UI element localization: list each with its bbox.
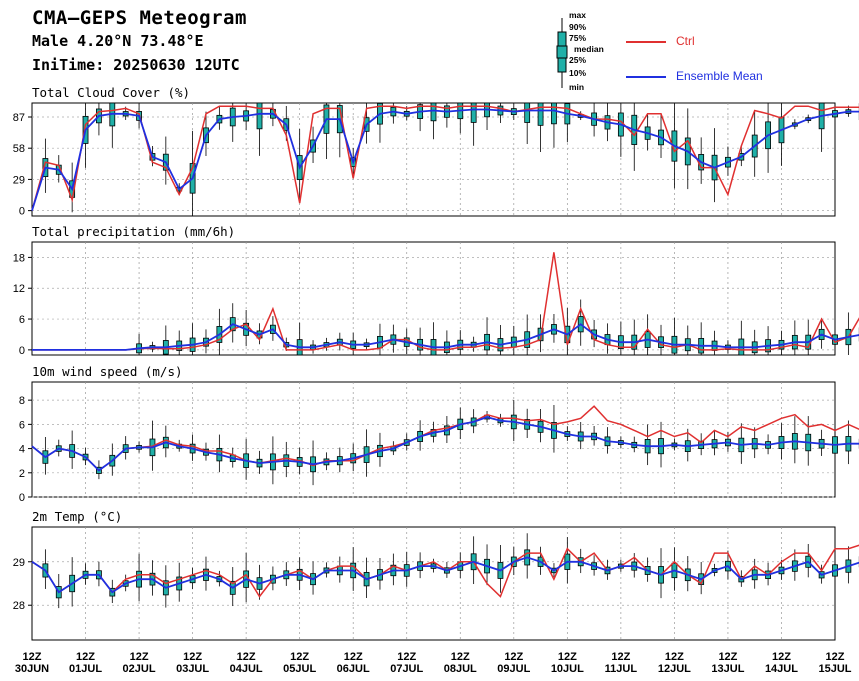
x-tick-label-hour: 12Z: [611, 651, 630, 663]
legend-box-label: 90%: [569, 22, 586, 32]
ensemble-box: [470, 102, 477, 123]
y-tick-label: 0: [19, 206, 25, 218]
y-tick-label: 87: [13, 112, 25, 124]
legend-box-label: 75%: [569, 33, 586, 43]
legend-box-label: min: [569, 82, 584, 92]
legend-box-label: max: [569, 10, 586, 20]
legend-mean-line: [626, 76, 666, 78]
x-tick-label-hour: 12Z: [183, 651, 202, 663]
legend-ctrl-line: [626, 41, 666, 43]
ctrl-series-line: [31, 105, 859, 211]
y-tick-label: 0: [19, 492, 25, 504]
x-tick-label-hour: 12Z: [344, 651, 363, 663]
y-tick-label: 12: [13, 283, 25, 295]
init-time-label: IniTime: 20250630 12UTC: [32, 56, 240, 74]
panel-title: Total Cloud Cover (%): [32, 85, 190, 100]
x-tick-label-date: 05JUL: [283, 663, 316, 675]
ensemble-box: [524, 102, 531, 123]
x-tick-label-hour: 12Z: [237, 651, 256, 663]
mean-series-line: [31, 108, 859, 211]
ensemble-box: [537, 102, 544, 126]
y-tick-label: 29: [13, 557, 25, 569]
x-tick-label-date: 06JUL: [337, 663, 370, 675]
ensemble-box: [430, 102, 437, 122]
x-tick-label-hour: 12Z: [397, 651, 416, 663]
legend-mean-label: Ensemble Mean: [676, 69, 763, 83]
x-tick-label-date: 12JUL: [658, 663, 691, 675]
x-tick-label-date: 02JUL: [123, 663, 156, 675]
x-tick-label-hour: 12Z: [826, 651, 845, 663]
mean-series-line: [31, 556, 859, 594]
legend-box-label: 25%: [569, 55, 586, 65]
ctrl-series-line: [31, 405, 859, 472]
y-tick-label: 29: [13, 174, 25, 186]
x-tick-label-hour: 12Z: [23, 651, 42, 663]
legend-box-median: [556, 45, 568, 59]
x-tick-label-hour: 12Z: [504, 651, 523, 663]
ensemble-box: [551, 102, 557, 125]
x-tick-label-hour: 12Z: [130, 651, 149, 663]
y-tick-label: 2: [19, 468, 25, 480]
x-tick-label-hour: 12Z: [558, 651, 577, 663]
y-tick-label: 28: [13, 600, 25, 612]
y-tick-label: 8: [19, 395, 25, 407]
location-label: Male 4.20°N 73.48°E: [32, 32, 204, 50]
legend-box-label: median: [574, 44, 604, 54]
y-tick-label: 0: [19, 345, 25, 357]
x-tick-label-date: 01JUL: [69, 663, 102, 675]
panel-title: 10m wind speed (m/s): [32, 364, 183, 379]
mean-series-line: [31, 416, 859, 472]
legend-box-lower: [557, 57, 567, 73]
legend-ctrl-label: Ctrl: [676, 34, 695, 48]
chart-title: CMA—GEPS Meteogram: [32, 7, 247, 29]
x-tick-label-hour: 12Z: [772, 651, 791, 663]
x-tick-label-date: 14JUL: [765, 663, 798, 675]
y-tick-label: 6: [19, 419, 25, 431]
ensemble-box: [256, 102, 263, 130]
x-tick-label-date: 09JUL: [497, 663, 530, 675]
y-tick-label: 4: [19, 444, 25, 456]
x-tick-label-date: 30JUN: [15, 663, 49, 675]
x-tick-label-date: 08JUL: [444, 663, 477, 675]
x-tick-label-hour: 12Z: [290, 651, 309, 663]
x-tick-label-hour: 12Z: [665, 651, 684, 663]
x-tick-label-hour: 12Z: [76, 651, 95, 663]
x-tick-label-date: 03JUL: [176, 663, 209, 675]
y-tick-label: 6: [19, 314, 25, 326]
x-tick-label-hour: 12Z: [451, 651, 470, 663]
x-tick-label-date: 04JUL: [230, 663, 263, 675]
mean-series-line: [32, 323, 859, 351]
panel-title: Total precipitation (mm/6h): [32, 224, 235, 239]
x-tick-label-hour: 12Z: [718, 651, 737, 663]
panel-title: 2m Temp (°C): [32, 509, 122, 524]
y-tick-label: 18: [13, 252, 25, 264]
x-tick-label-date: 10JUL: [551, 663, 584, 675]
x-tick-label-date: 15JUL: [818, 663, 851, 675]
x-tick-label-date: 11JUL: [605, 663, 638, 675]
x-tick-label-date: 13JUL: [711, 663, 744, 675]
legend-box-upper: [557, 31, 567, 47]
y-tick-label: 58: [13, 143, 25, 155]
x-tick-label-date: 07JUL: [390, 663, 423, 675]
legend-box-label: 10%: [569, 68, 586, 78]
ctrl-series-line: [32, 252, 859, 351]
